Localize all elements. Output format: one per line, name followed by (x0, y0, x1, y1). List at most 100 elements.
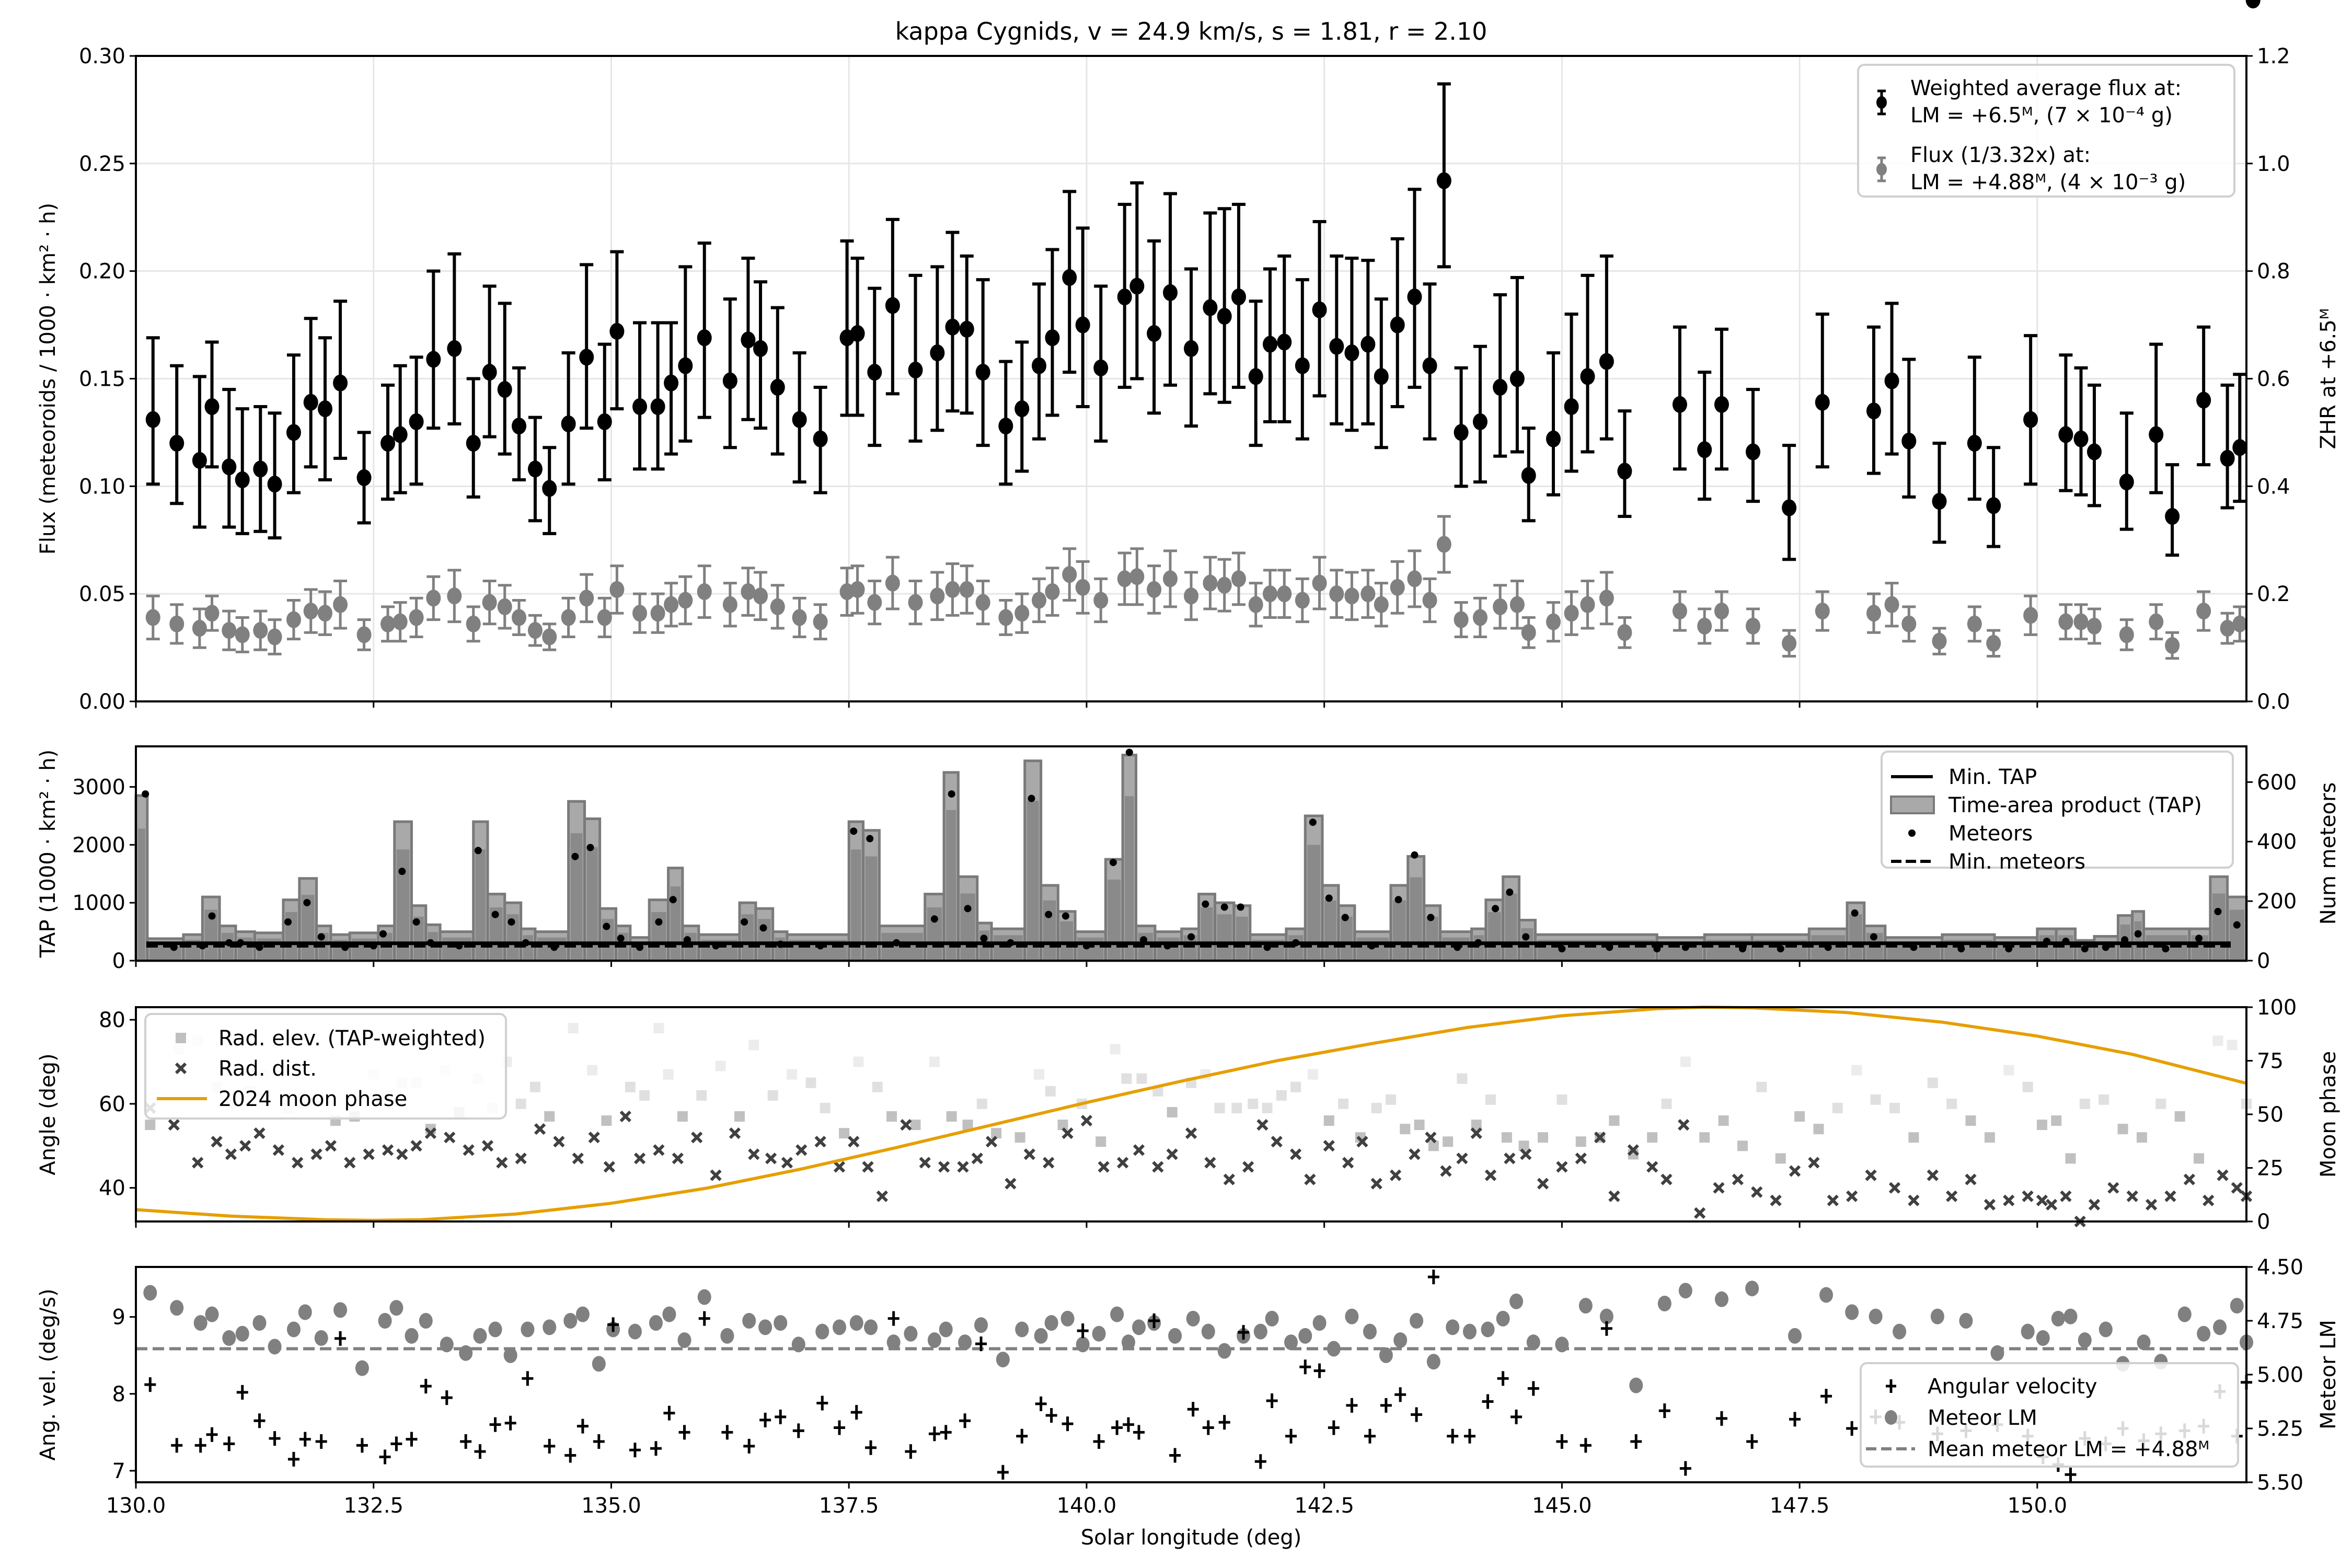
meteor-count-point (1140, 936, 1148, 944)
flux-point (650, 398, 665, 416)
flux-point (333, 374, 348, 391)
meteor-count-point (617, 935, 625, 942)
angular-velocity-point (792, 1423, 804, 1438)
flux-point (2196, 391, 2211, 409)
rad-dist-point (691, 1132, 703, 1144)
rad-elev-point (1276, 1090, 1287, 1101)
rad-elev-point (1946, 1098, 1957, 1109)
meteor-count-point (455, 942, 463, 950)
rad-elev-point (1290, 1081, 1301, 1092)
flux-point (303, 394, 318, 411)
angular-velocity-point (1394, 1387, 1406, 1402)
meteor-lm-point (1393, 1332, 1408, 1348)
rad-elev-point (529, 1081, 540, 1092)
rad-elev-point (2155, 1098, 2166, 1109)
flux-point (1390, 316, 1405, 333)
flux-point (1967, 434, 1982, 452)
rad-elev-point (1647, 1132, 1658, 1143)
y-right-tick-label: 600 (2257, 770, 2297, 794)
rad-elev-point (1756, 1081, 1767, 1092)
rad-dist-point (1713, 1182, 1725, 1194)
rad-dist-point (1575, 1152, 1587, 1165)
flux-point (1493, 378, 1508, 396)
meteor-lm-point (886, 1334, 901, 1351)
y-tick-label: 0.00 (79, 690, 125, 714)
flux-point (1075, 316, 1090, 333)
meteor-count-point (964, 905, 972, 913)
meteor-lm-point (2213, 1319, 2227, 1335)
angular-velocity-point (299, 1432, 311, 1447)
flux-point (2232, 615, 2247, 632)
meteor-count-point (1681, 943, 1689, 951)
angular-velocity-point (1630, 1434, 1642, 1449)
rad-dist-point (2045, 1198, 2058, 1210)
flux-point (1986, 635, 2001, 652)
angular-velocity-point (406, 1432, 418, 1447)
meteor-count-point (508, 918, 515, 926)
meteor-lm-point (1496, 1310, 1510, 1327)
meteor-lm-point (1121, 1334, 1135, 1351)
flux-point (1745, 617, 1760, 635)
angular-velocity-point (144, 1377, 156, 1392)
rad-dist-point (1627, 1144, 1639, 1156)
meteor-count-point (522, 939, 529, 947)
y-axis-label: Flux (meteoroids / 1000 · km² · h) (36, 203, 60, 555)
angular-velocity-point (775, 1409, 787, 1424)
legend-label: Min. TAP (1949, 765, 2037, 789)
rad-elev-point (976, 1098, 987, 1109)
rad-dist-point (1204, 1157, 1216, 1169)
flux-point (381, 615, 396, 632)
flux-point (1277, 585, 1292, 603)
rad-dist-point (2060, 1190, 2072, 1202)
rad-dist-point (900, 1119, 912, 1131)
flux-point (466, 434, 481, 452)
meteor-lm-point (1034, 1328, 1048, 1344)
flux-point (697, 583, 712, 601)
flux-point (169, 434, 185, 452)
rad-elev-point (1414, 1120, 1425, 1131)
meteor-lm-point (1298, 1328, 1312, 1344)
meteor-count-point (1109, 859, 1117, 867)
meteor-lm-point (143, 1285, 157, 1301)
flux-point (741, 331, 756, 349)
flux-point (1932, 632, 1947, 650)
flux-point (1815, 394, 1830, 411)
flux-point (998, 417, 1013, 435)
flux-point (1564, 398, 1579, 416)
rad-dist-point (410, 1140, 422, 1152)
flux-point (632, 398, 648, 416)
angular-velocity-point (1447, 1428, 1459, 1444)
flux-point (664, 596, 679, 613)
rad-elev-point (839, 1128, 850, 1139)
meteor-count-point (741, 918, 748, 926)
rad-dist-point (1342, 1157, 1354, 1169)
meteor-lm-point (1629, 1377, 1643, 1393)
rad-dist-point (1440, 1165, 1452, 1177)
rad-elev-point (2051, 1115, 2062, 1126)
legend-label: Rad. elev. (TAP-weighted) (218, 1027, 486, 1051)
meteor-lm-point (1265, 1310, 1279, 1327)
rad-dist-point (1470, 1127, 1482, 1139)
flux-point (1782, 499, 1797, 516)
flux-point (1617, 463, 1632, 480)
angular-velocity-point (441, 1390, 453, 1405)
angular-velocity-point (1299, 1359, 1311, 1375)
angular-velocity-point (1313, 1363, 1325, 1378)
flux-point (447, 587, 462, 605)
rad-elev-point (1851, 1065, 1862, 1076)
meteor-count-point (1474, 939, 1482, 947)
rad-elev-point (663, 1069, 674, 1080)
meteor-count-point (2121, 936, 2129, 944)
flux-point (1231, 288, 1246, 306)
flux-point (1062, 566, 1077, 583)
flux-point (664, 374, 679, 391)
meteor-count-point (142, 790, 149, 798)
angular-velocity-point (1328, 1420, 1340, 1435)
rad-elev-point (1965, 1115, 1976, 1126)
meteor-lm-point (1015, 1321, 1029, 1338)
meteor-lm-point (742, 1313, 756, 1329)
rad-elev-point (929, 1056, 940, 1067)
meteor-count-point (1341, 914, 1349, 921)
meteor-lm-point (1327, 1341, 1341, 1357)
angular-velocity-point (721, 1425, 733, 1440)
